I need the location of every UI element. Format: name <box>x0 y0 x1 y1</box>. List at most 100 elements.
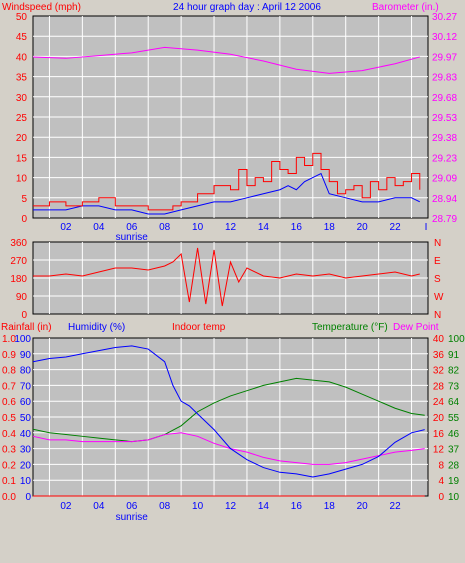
humidity-axis-label: Humidity (%) <box>68 322 125 333</box>
y-tick-direction: 0 <box>21 310 27 321</box>
panel-rain-humidity-temp: 0.0 0.1 0.2 0.3 0.4 0.5 0.6 0.7 0.8 0.9 1.0 0 10 20 30… <box>2 334 465 523</box>
indoor-temp-axis-label: Indoor temp <box>172 322 226 333</box>
y-tick-windspeed: 40 <box>16 52 28 63</box>
x-tick: 22 <box>390 222 402 233</box>
y-tick-barometer: 29.97 <box>432 52 457 63</box>
y-tick-indoor: 36 <box>433 350 445 361</box>
y-tick-direction: 270 <box>10 256 27 267</box>
x-tick: 16 <box>291 222 303 233</box>
y-tick-humidity: 70 <box>20 381 32 392</box>
y-tick-direction: 360 <box>10 238 27 249</box>
y-tick-humidity: 60 <box>20 397 32 408</box>
y-tick-windspeed: 25 <box>16 113 28 124</box>
y-tick-indoor: 40 <box>433 334 445 345</box>
sunrise-label: sunrise <box>116 232 149 243</box>
x-tick: 18 <box>324 222 336 233</box>
y-tick-indoor: 8 <box>438 460 444 471</box>
chart-title: 24 hour graph day : April 12 2006 <box>173 2 321 13</box>
y-tick-windspeed: 10 <box>16 174 28 185</box>
y-tick-indoor: 28 <box>433 381 445 392</box>
series-temperature <box>32 377 425 443</box>
y-tick-windspeed: 30 <box>16 93 28 104</box>
y-tick-humidity: 90 <box>20 350 32 361</box>
y-tick-compass: N <box>434 310 441 321</box>
y-tick-temperature: 19 <box>448 476 460 487</box>
y-tick-indoor: 16 <box>433 429 445 440</box>
y-tick-barometer: 30.12 <box>432 32 457 43</box>
y-tick-rain: 0.5 <box>2 413 16 424</box>
y-tick-indoor: 32 <box>433 366 445 377</box>
y-tick-indoor: 4 <box>438 476 444 487</box>
x-tick: 04 <box>93 501 105 512</box>
y-tick-compass: E <box>434 256 441 267</box>
x-tick: 18 <box>324 501 336 512</box>
y-tick-temperature: 37 <box>448 445 460 456</box>
y-tick-temperature: 73 <box>448 381 460 392</box>
temperature-axis-label: Temperature (°F) <box>312 322 388 333</box>
y-tick-barometer: 29.68 <box>432 93 457 104</box>
y-tick-direction: 180 <box>10 274 27 285</box>
x-tick: 14 <box>258 501 270 512</box>
y-tick-temperature: 28 <box>448 460 460 471</box>
y-tick-barometer: 29.53 <box>432 113 457 124</box>
y-tick-temperature: 46 <box>448 429 460 440</box>
series-windspeed <box>33 152 421 211</box>
y-tick-barometer: 30.27 <box>432 12 457 23</box>
y-tick-humidity: 20 <box>20 460 32 471</box>
dewpoint-axis-label: Dew Point <box>393 322 439 333</box>
y-tick-rain: 0.7 <box>2 381 16 392</box>
y-tick-rain: 0.0 <box>2 492 16 503</box>
windspeed-axis-label: Windspeed (mph) <box>2 2 81 13</box>
y-tick-rain: 1.0 <box>2 334 16 345</box>
x-tick: 08 <box>159 501 171 512</box>
y-tick-temperature: 10 <box>448 492 460 503</box>
y-tick-humidity: 0 <box>25 492 31 503</box>
panel-wind-barometer: 0 5 10 15 20 25 30 35 40 45 50 28.79 28.94 29.09 29.23… <box>16 12 458 243</box>
y-tick-rain: 0.9 <box>2 350 16 361</box>
barometer-axis-label: Barometer (in.) <box>372 2 439 13</box>
x-tick: 06 <box>126 222 138 233</box>
y-tick-compass: S <box>434 274 441 285</box>
y-tick-barometer: 29.83 <box>432 73 457 84</box>
y-tick-rain: 0.2 <box>2 460 16 471</box>
y-tick-windspeed: 0 <box>21 214 27 225</box>
sunrise-label: sunrise <box>116 512 149 523</box>
x-tick: 14 <box>258 222 270 233</box>
x-tick-end: I <box>425 222 428 233</box>
y-tick-barometer: 29.09 <box>432 174 457 185</box>
y-tick-compass: W <box>434 292 444 303</box>
x-tick: 06 <box>126 501 138 512</box>
y-tick-temperature: 82 <box>448 366 460 377</box>
y-tick-humidity: 80 <box>20 366 32 377</box>
x-tick: 02 <box>60 222 72 233</box>
y-tick-temperature: 64 <box>448 397 460 408</box>
x-tick: 12 <box>225 501 237 512</box>
y-tick-barometer: 28.94 <box>432 194 457 205</box>
y-tick-windspeed: 5 <box>21 194 27 205</box>
y-tick-indoor: 24 <box>433 397 445 408</box>
y-tick-indoor: 20 <box>433 413 445 424</box>
series-humidity <box>32 345 425 478</box>
x-tick: 10 <box>192 501 204 512</box>
y-tick-rain: 0.4 <box>2 429 16 440</box>
x-tick: 16 <box>291 501 303 512</box>
series-barometer <box>32 46 420 74</box>
y-tick-barometer: 28.79 <box>432 214 457 225</box>
x-tick: 12 <box>225 222 237 233</box>
series-direction <box>33 247 420 307</box>
x-tick: 02 <box>60 501 72 512</box>
y-tick-indoor: 12 <box>433 445 445 456</box>
y-tick-humidity: 50 <box>20 413 32 424</box>
y-tick-temperature: 91 <box>448 350 460 361</box>
y-tick-temperature: 55 <box>448 413 460 424</box>
y-tick-barometer: 29.23 <box>432 153 457 164</box>
series-gust <box>33 172 420 215</box>
y-tick-windspeed: 50 <box>16 12 28 23</box>
y-tick-barometer: 29.38 <box>432 133 457 144</box>
y-tick-humidity: 40 <box>20 429 32 440</box>
x-tick: 04 <box>93 222 105 233</box>
y-tick-rain: 0.3 <box>2 445 16 456</box>
y-tick-rain: 0.8 <box>2 366 16 377</box>
